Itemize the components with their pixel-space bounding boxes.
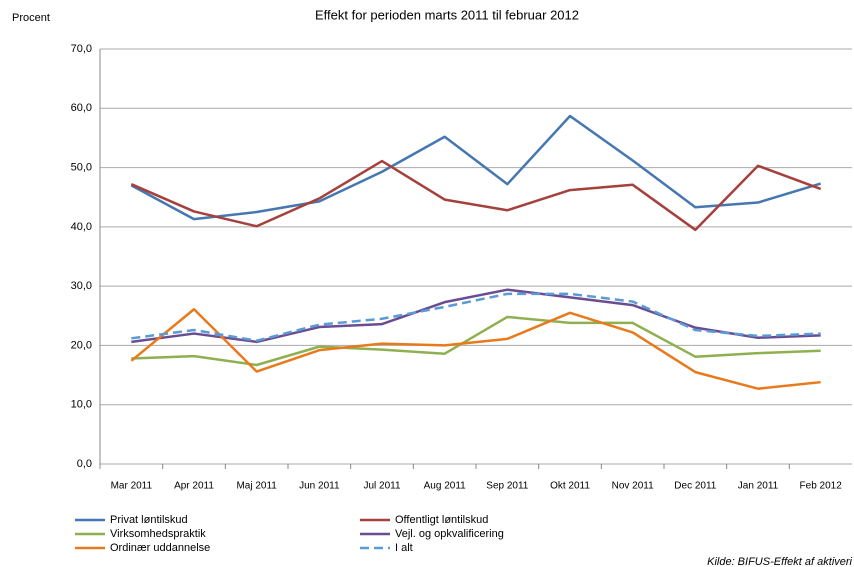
x-tick-label: Jan 2011 [738,481,779,492]
legend-label: Virksomhedspraktik [110,528,206,540]
x-tick-label: Maj 2011 [236,481,277,492]
series-line [130,159,822,232]
y-tick-label: 40,0 [71,221,92,233]
legend-label: Privat løntilskud [110,514,188,526]
x-tick-label: Dec 2011 [674,481,717,492]
chart-title: Effekt for perioden marts 2011 til febru… [315,7,579,22]
y-tick-label: 20,0 [71,339,92,351]
y-tick-label: 0,0 [77,458,92,470]
x-tick-label: Jun 2011 [299,481,340,492]
source: Kilde: BIFUS-Effekt af aktiveri [707,556,852,567]
x-tick-label: Feb 2012 [800,481,843,492]
y-tick-label: 60,0 [71,102,92,114]
x-tick-label: Apr 2011 [174,481,214,492]
y-tick-label: 30,0 [71,280,92,292]
x-tick-label: Okt 2011 [550,481,590,492]
legend-label: Vejl. og opkvalificering [395,528,504,540]
x-tick-label: Sep 2011 [486,481,529,492]
y-tick-label: 70,0 [71,43,92,55]
x-tick-label: Nov 2011 [612,481,655,492]
legend-label: I alt [395,542,413,554]
x-tick-label: Jul 2011 [363,481,401,492]
series-line [131,288,821,344]
x-tick-label: Aug 2011 [424,481,467,492]
series-line [130,308,821,390]
series-line [131,292,821,342]
y-axis-label: Procent [12,12,50,24]
x-tick-label: Mar 2011 [111,481,153,492]
y-tick-label: 50,0 [71,161,92,173]
series-line [131,315,821,367]
series-line [130,114,822,221]
legend-label: Offentligt løntilskud [395,514,488,526]
legend-label: Ordinær uddannelse [110,542,210,554]
y-tick-label: 10,0 [71,399,92,411]
